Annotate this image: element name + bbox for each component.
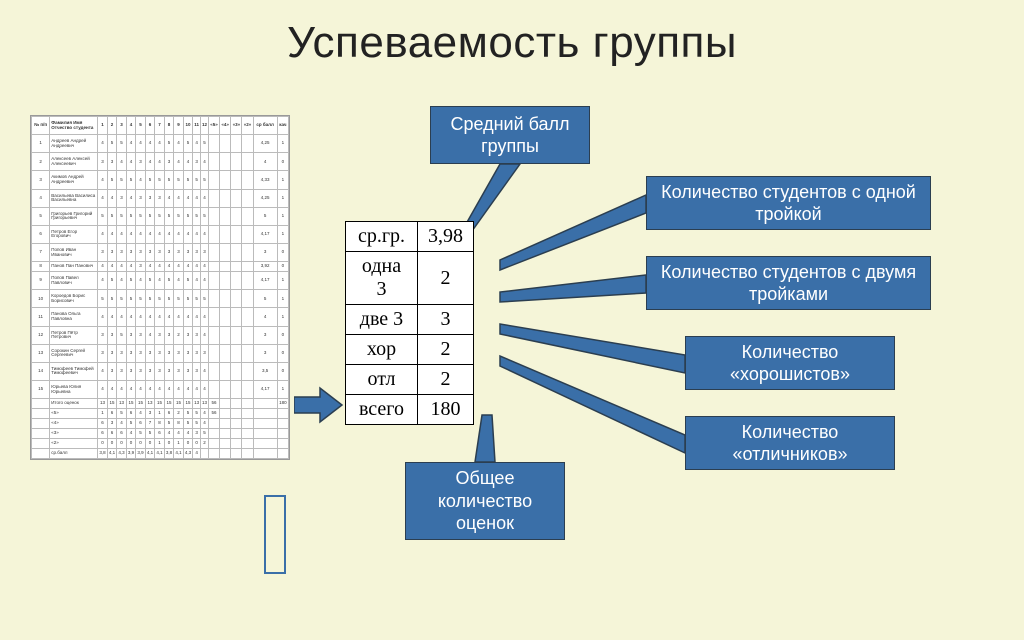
summary-label: одна 3 [346,252,418,305]
table-row: две 33 [346,305,474,335]
summary-value: 180 [418,395,474,425]
table-row: одна 32 [346,252,474,305]
callout-excellent: Количество «отличников» [685,416,895,470]
summary-label: отл [346,365,418,395]
callout-two-threes: Количество студентов с двумя тройками [646,256,931,310]
callout-one-three: Количество студентов с одной тройкой [646,176,931,230]
summary-value: 3,98 [418,222,474,252]
callout-good: Количество «хорошистов» [685,336,895,390]
summary-value: 2 [418,365,474,395]
callout-average: Средний балл группы [430,106,590,164]
summary-value: 3 [418,305,474,335]
table-row: хор2 [346,335,474,365]
page-title: Успеваемость группы [0,0,1024,68]
table-row: ср.гр.3,98 [346,222,474,252]
spreadsheet-thumbnail: № п/пФамилия Имя Отчество студента123456… [30,115,290,460]
arrow-icon [294,385,344,425]
table-row: отл2 [346,365,474,395]
summary-label: хор [346,335,418,365]
summary-label: всего [346,395,418,425]
summary-table: ср.гр.3,98 одна 32 две 33 хор2 отл2 всег… [345,221,474,425]
summary-label: ср.гр. [346,222,418,252]
summary-value: 2 [418,252,474,305]
summary-value: 2 [418,335,474,365]
callout-total: Общее количество оценок [405,462,565,540]
sheet-highlight-box [264,495,286,574]
summary-label: две 3 [346,305,418,335]
table-row: всего180 [346,395,474,425]
